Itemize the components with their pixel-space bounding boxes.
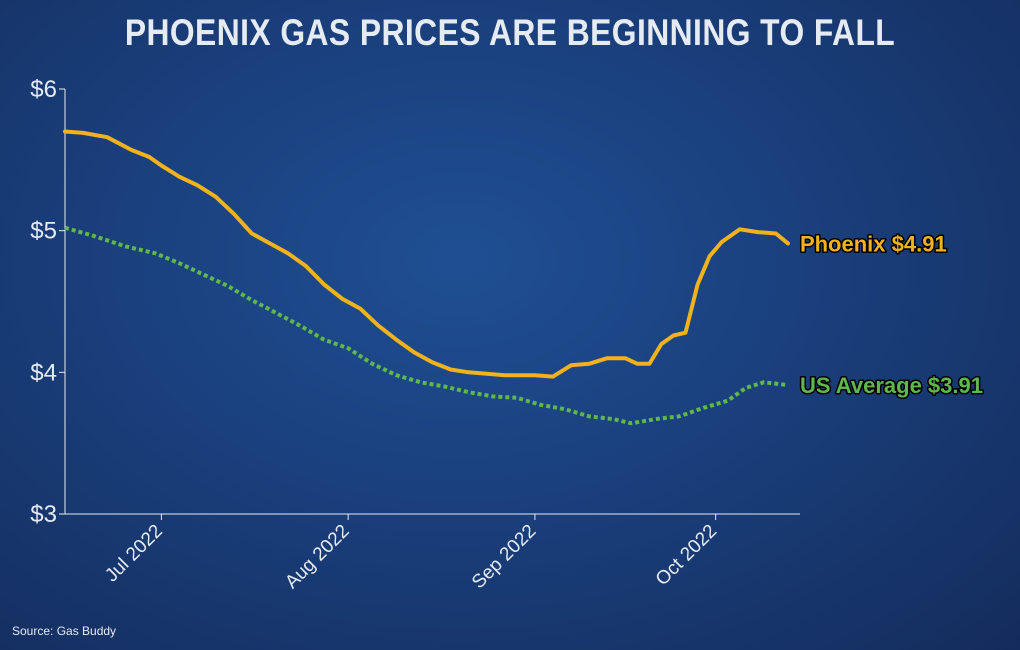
y-tick-label: $4 <box>30 359 57 386</box>
y-tick-label: $6 <box>30 76 57 103</box>
x-tick-label: Oct 2022 <box>652 521 721 590</box>
labels-layer: Phoenix $4.91 US Average $3.91 <box>798 230 984 400</box>
series-layer <box>63 129 790 426</box>
chart-title: PHOENIX GAS PRICES ARE BEGINNING TO FALL <box>124 12 896 53</box>
source-note: Source: Gas Buddy <box>12 624 117 638</box>
x-tick-label: Aug 2022 <box>281 521 353 593</box>
end-label-us-average: US Average $3.91 <box>800 373 983 398</box>
x-tick-label: Sep 2022 <box>468 521 540 593</box>
y-tick-label: $5 <box>30 218 57 245</box>
y-tick-label: $3 <box>30 501 57 528</box>
series-line-phoenix <box>63 129 790 379</box>
x-tick-label: Jul 2022 <box>101 521 167 587</box>
end-label-phoenix: Phoenix $4.91 <box>800 231 947 256</box>
series-line-us-average <box>64 225 789 426</box>
